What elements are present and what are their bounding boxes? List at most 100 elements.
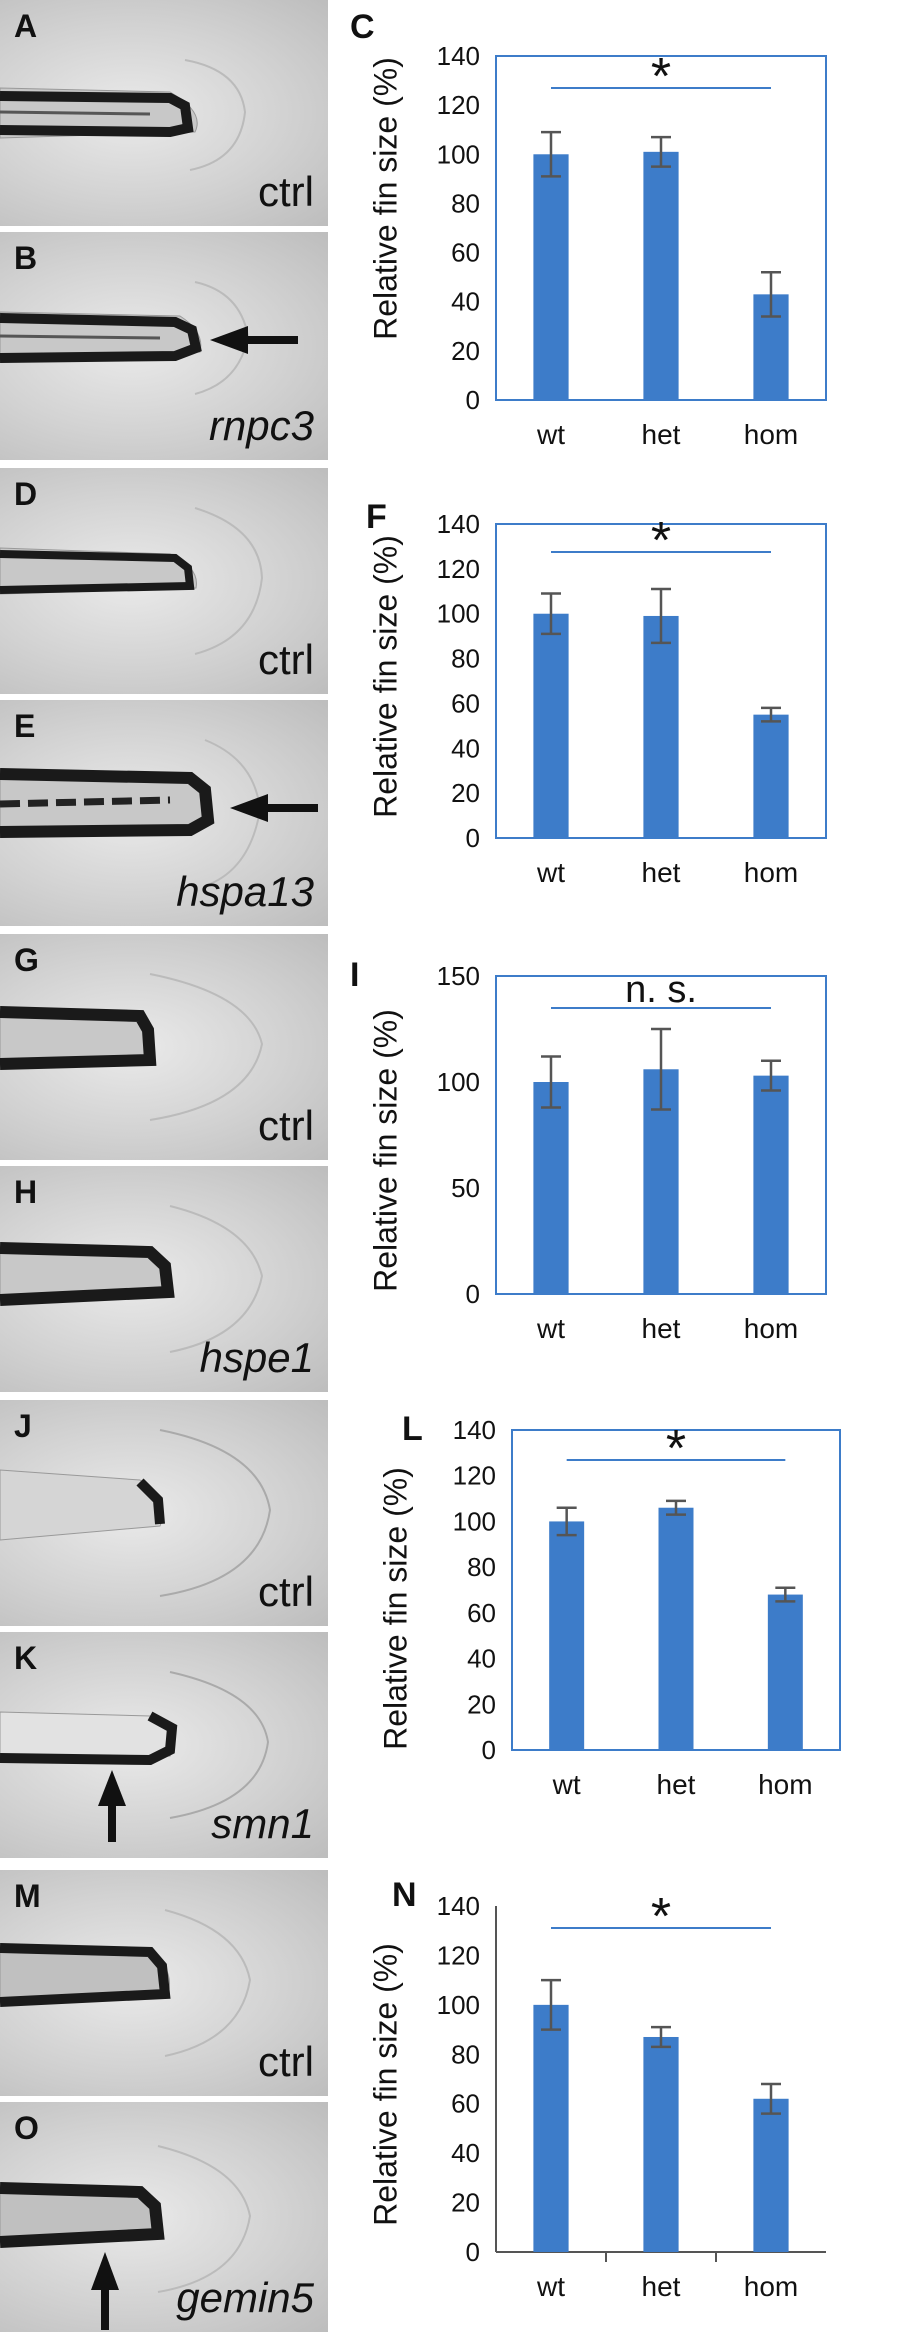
panel-caption: gemin5: [176, 2274, 314, 2321]
x-tick-label: wt: [536, 1313, 565, 1344]
chart-panel-label: C: [350, 8, 375, 46]
x-tick-label: wt: [536, 419, 565, 450]
chart-panel-label: F: [366, 498, 387, 536]
bar: [549, 1521, 585, 1750]
y-tick-label: 100: [437, 139, 480, 169]
chart-panel-label: I: [350, 956, 360, 994]
y-tick-label: 60: [451, 2089, 480, 2119]
fin-image: [0, 281, 250, 395]
x-tick-label: hom: [744, 2271, 798, 2302]
bar: [533, 2004, 569, 2252]
panel-label: B: [14, 240, 38, 276]
y-tick-label: 80: [451, 644, 480, 674]
significance-label: *: [666, 1420, 686, 1478]
fin-image: [0, 1429, 272, 1597]
y-tick-label: 60: [451, 688, 480, 718]
bar-chart: 0 20 40 60 80 100 120 140 wt het hom *: [437, 41, 827, 450]
arrow-up-icon: [91, 2252, 119, 2330]
y-tick-label: 60: [451, 238, 480, 268]
chart-i: I Relative fin size (%) 0 50 100 150 wt het ho…: [336, 936, 900, 1400]
panel-caption: hspa13: [176, 868, 314, 915]
y-tick-label: 0: [466, 823, 480, 853]
photo-panel-a: A ctrl: [0, 0, 328, 226]
fin-image: [0, 59, 247, 171]
y-tick-label: 80: [451, 188, 480, 218]
bar: [533, 613, 569, 838]
fin-image: [0, 507, 264, 655]
y-tick-label: 120: [453, 1461, 496, 1491]
y-tick-label: 0: [466, 2237, 480, 2267]
y-tick-label: 120: [437, 1940, 480, 1970]
bar: [658, 1507, 694, 1750]
panel-caption: rnpc3: [208, 402, 314, 449]
panel-caption: smn1: [211, 1800, 314, 1847]
y-tick-label: 140: [437, 41, 480, 71]
x-tick-label: hom: [744, 857, 798, 888]
y-tick-label: 0: [482, 1735, 496, 1765]
chart-l: L Relative fin size (%) 0 20 40 60 80 100 120 1…: [336, 1400, 900, 1864]
x-tick-label: het: [657, 1769, 696, 1800]
panel-label: G: [14, 942, 39, 978]
fin-image: [0, 1909, 252, 2057]
photo-panel-e: E hspa13: [0, 700, 328, 926]
photo-panel-b: B rnpc3: [0, 232, 328, 460]
arrow-up-icon: [98, 1770, 126, 1842]
y-tick-label: 80: [451, 2039, 480, 2069]
arrow-left-icon: [230, 794, 318, 822]
y-tick-label: 140: [437, 1891, 480, 1921]
x-tick-label: wt: [536, 857, 565, 888]
x-tick-label: hom: [744, 1313, 798, 1344]
y-tick-label: 150: [437, 961, 480, 991]
x-tick-label: het: [642, 419, 681, 450]
bar: [753, 1075, 789, 1294]
bar-chart: 0 20 40 60 80 100 120 140 wt het hom *: [453, 1415, 841, 1800]
panel-caption: ctrl: [258, 2038, 314, 2085]
bar: [643, 2036, 679, 2252]
fin-image: [0, 739, 262, 887]
bar-chart: 0 50 100 150 wt het hom n. s.: [437, 961, 827, 1344]
y-tick-label: 40: [451, 287, 480, 317]
panel-label: K: [14, 1640, 38, 1676]
x-tick-label: het: [642, 1313, 681, 1344]
fin-image: [0, 1671, 270, 1819]
panel-caption: ctrl: [258, 1568, 314, 1615]
fin-image: [0, 973, 264, 1121]
x-tick-label: hom: [744, 419, 798, 450]
y-tick-label: 20: [467, 1689, 496, 1719]
bar-chart: 0 20 40 60 80 100 120 140 wt het hom *: [437, 509, 827, 888]
panel-label: D: [14, 476, 38, 512]
y-tick-label: 100: [437, 1067, 480, 1097]
bar-chart: 0 20 40 60 80 100 120 140 wt het hom *: [437, 1888, 826, 2302]
bar: [767, 1594, 803, 1750]
chart-n: N Relative fin size (%) 0 20 40 60 80 100 120 1…: [336, 1866, 900, 2332]
panel-label: O: [14, 2110, 39, 2146]
y-tick-label: 120: [437, 90, 480, 120]
fin-image: [0, 1205, 264, 1353]
y-tick-label: 80: [467, 1552, 496, 1582]
panel-caption: ctrl: [258, 168, 314, 215]
panel-caption: hspe1: [199, 1334, 314, 1381]
x-tick-label: hom: [758, 1769, 812, 1800]
bar: [643, 615, 679, 838]
y-tick-label: 140: [437, 509, 480, 539]
bar: [643, 151, 679, 400]
fin-image: [0, 2145, 252, 2293]
panel-label: H: [14, 1174, 38, 1210]
x-tick-label: het: [642, 857, 681, 888]
chart-panel-label: L: [402, 1410, 423, 1448]
photo-panel-h: H hspe1: [0, 1166, 328, 1392]
y-tick-label: 20: [451, 336, 480, 366]
significance-label: *: [651, 1888, 671, 1946]
y-tick-label: 20: [451, 2188, 480, 2218]
y-tick-label: 120: [437, 554, 480, 584]
chart-f: F Relative fin size (%) 0 20 40 60 80 100 120 1…: [336, 468, 900, 932]
bar: [533, 1082, 569, 1294]
bar: [753, 2098, 789, 2252]
y-tick-label: 140: [453, 1415, 496, 1445]
significance-label: *: [651, 512, 671, 570]
photo-panel-k: K smn1: [0, 1632, 328, 1858]
chart-c: C Relative fin size (%) 0 20 40 60 80 100 120 1…: [336, 0, 900, 464]
significance-label: *: [651, 48, 671, 106]
photo-panel-o: O gemin5: [0, 2102, 328, 2332]
photo-panel-m: M ctrl: [0, 1870, 328, 2096]
